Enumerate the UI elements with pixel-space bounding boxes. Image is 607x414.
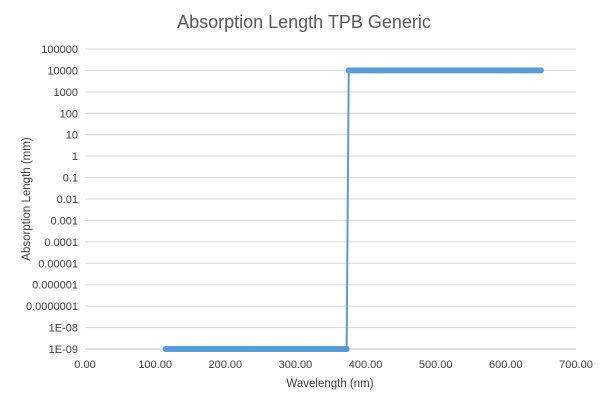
x-axis-ticks: 0.00 100.00 200.00 300.00 400.00 500.00 600.00… — [74, 359, 593, 371]
y-tick-label: 0.001 — [50, 215, 78, 227]
data-point — [537, 67, 544, 74]
y-tick-label: 0.00001 — [38, 258, 78, 270]
grid-lines — [85, 48, 576, 350]
y-tick-label: 0.0001 — [44, 237, 78, 249]
data-point — [343, 346, 350, 352]
y-axis-ticks: 100000 10000 1000 100 10 1 0.1 0.01 0.001 0.0001 0… — [26, 44, 78, 356]
y-tick-label: 100 — [60, 108, 78, 120]
series-line-group — [165, 69, 541, 350]
x-tick-label: 200.00 — [208, 359, 242, 371]
x-axis-label: Wavelength (nm) — [286, 378, 373, 390]
y-tick-label: 1 — [72, 151, 78, 163]
series-line — [165, 69, 541, 350]
y-tick-label: 1000 — [54, 87, 78, 99]
y-tick-label: 1E-08 — [49, 323, 78, 335]
chart-title: Absorption Length TPB Generic — [177, 12, 431, 32]
x-tick-label: 600.00 — [489, 359, 523, 371]
x-tick-label: 0.00 — [74, 359, 95, 371]
x-tick-label: 100.00 — [138, 359, 172, 371]
y-tick-label: 100000 — [41, 44, 78, 56]
y-tick-label: 0.000001 — [32, 280, 78, 292]
y-tick-label: 0.1 — [63, 173, 78, 185]
x-tick-label: 500.00 — [419, 359, 453, 371]
series-points — [162, 67, 544, 352]
y-tick-label: 0.0000001 — [26, 301, 78, 313]
x-tick-label: 300.00 — [279, 359, 313, 371]
x-tick-label: 400.00 — [349, 359, 383, 371]
x-tick-label: 700.00 — [559, 359, 593, 371]
y-tick-label: 10 — [66, 130, 78, 142]
y-tick-label: 1E-09 — [49, 344, 78, 356]
y-tick-label: 10000 — [47, 65, 78, 77]
y-axis-label: Absorption Length (mm) — [21, 137, 33, 261]
y-tick-label: 0.01 — [57, 194, 78, 206]
